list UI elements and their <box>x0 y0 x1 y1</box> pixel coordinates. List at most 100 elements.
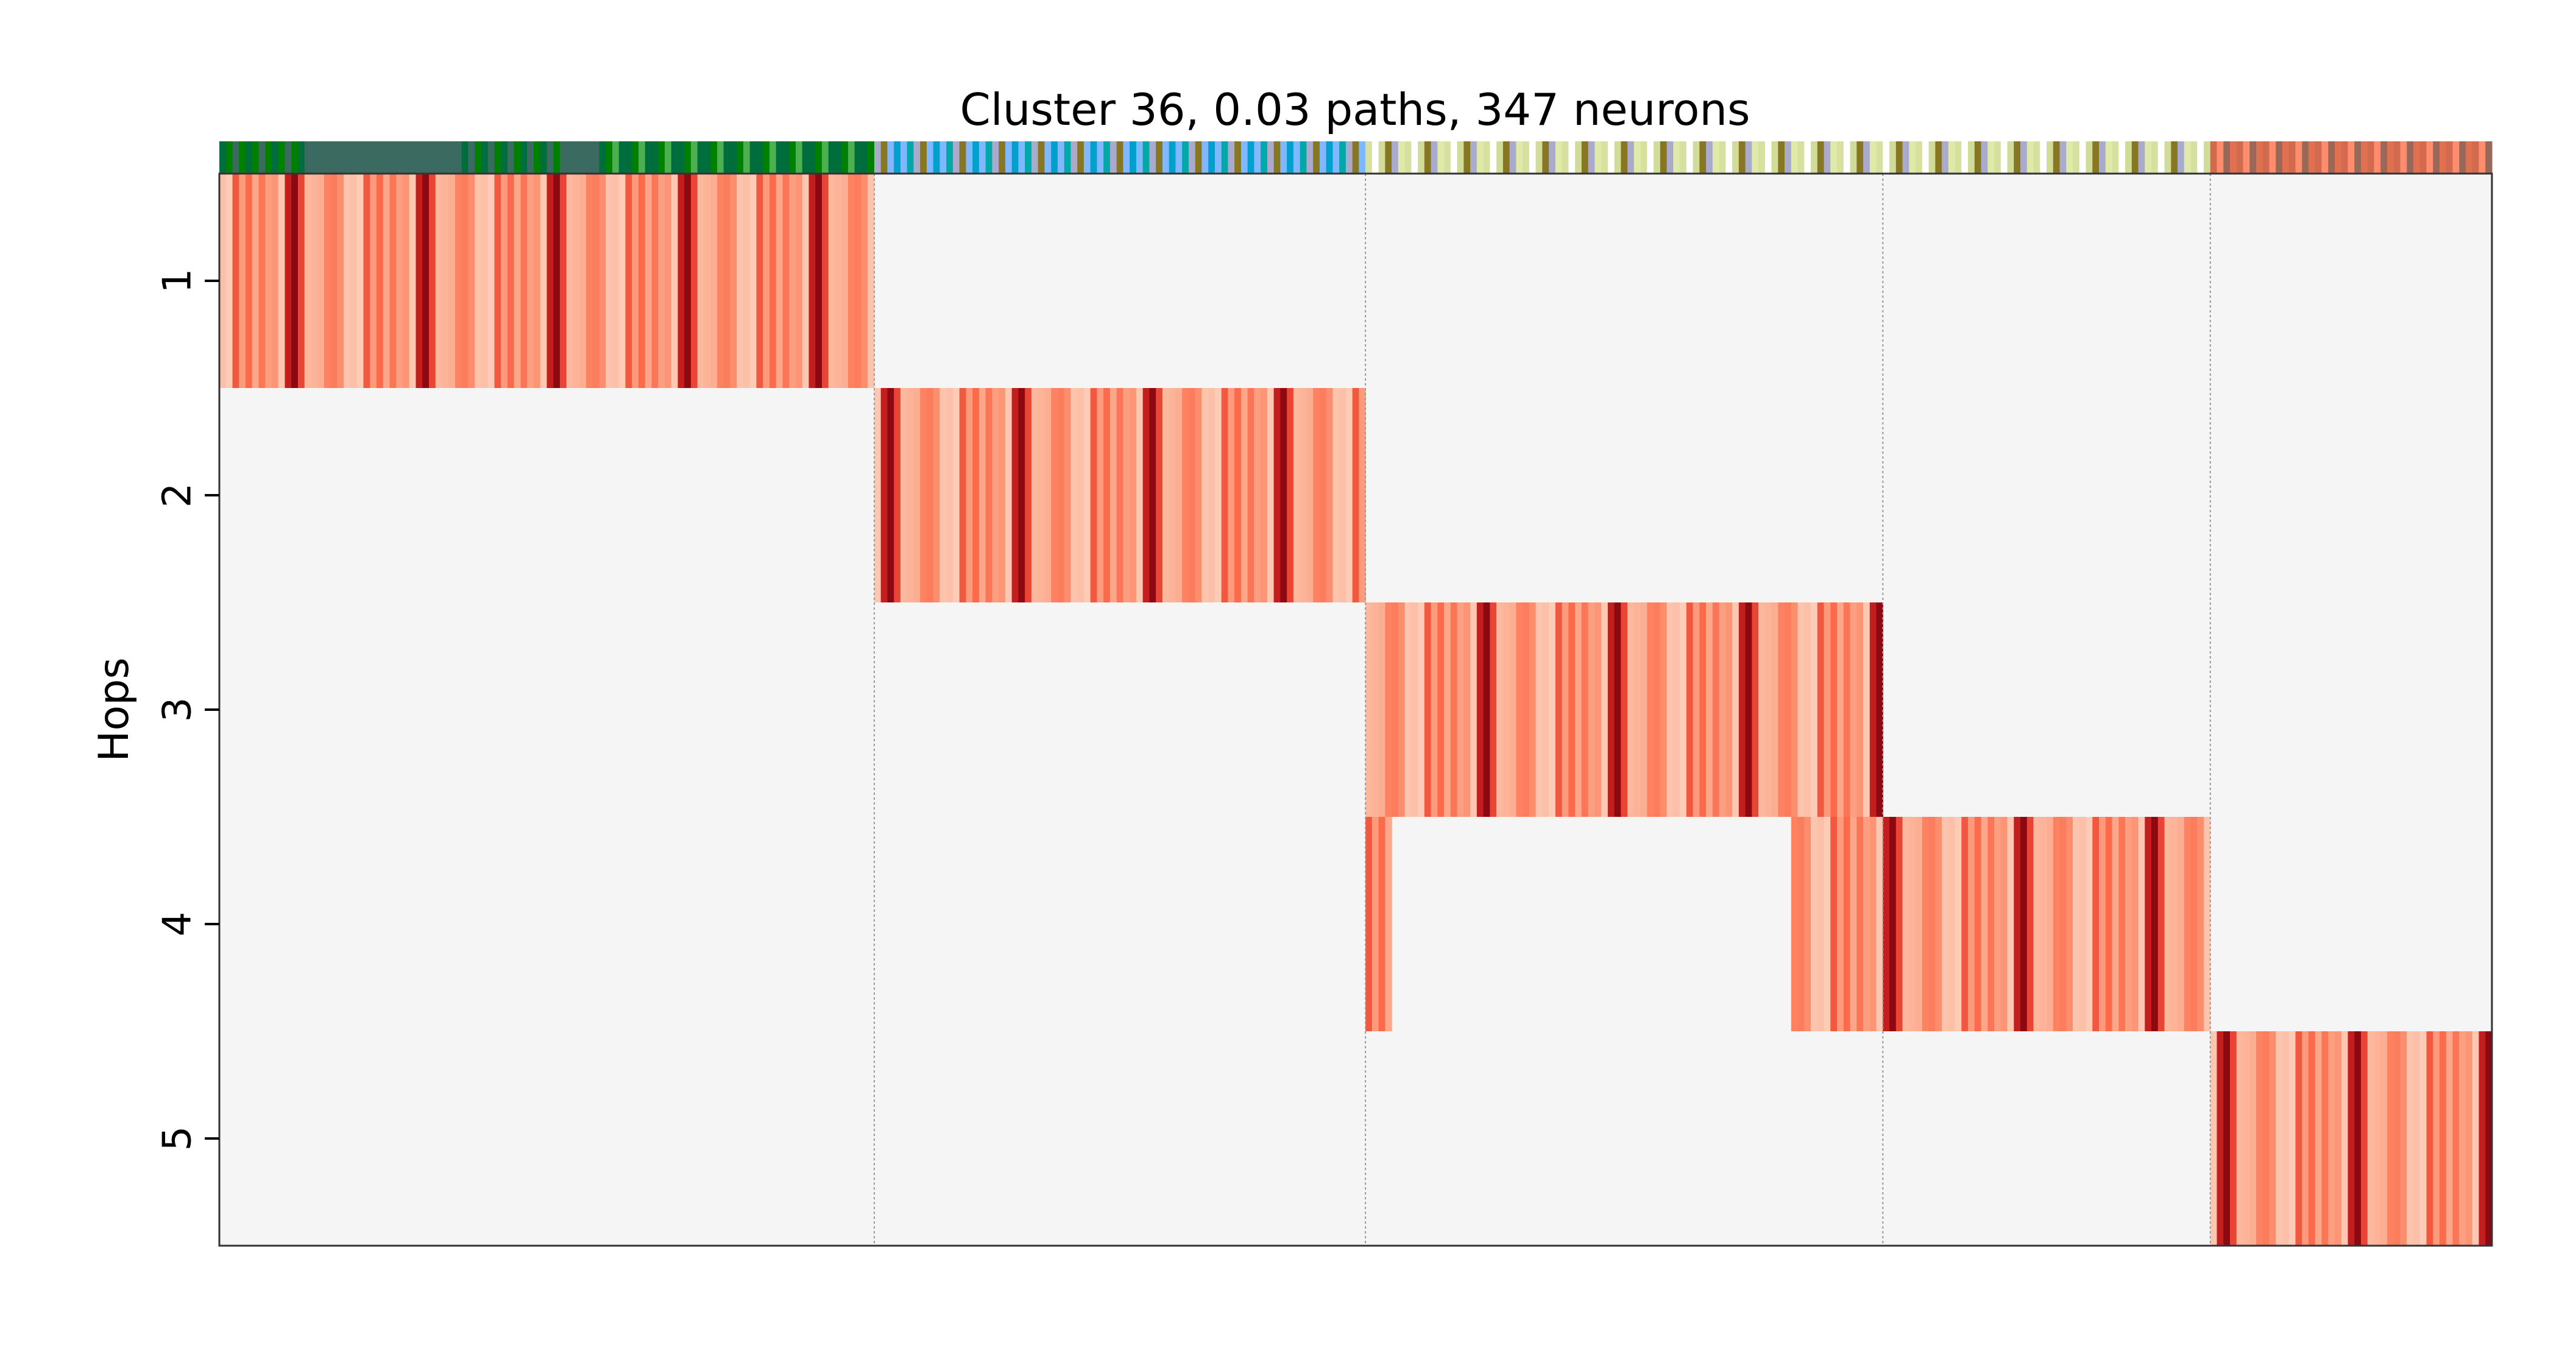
heatmap-cell <box>1057 388 1065 602</box>
type-bar-cell <box>350 141 358 174</box>
heatmap-cell <box>1169 388 1176 602</box>
heatmap-cell <box>1424 602 1432 817</box>
type-bar-cell <box>1633 141 1641 174</box>
heatmap-cell <box>1791 602 1799 817</box>
type-bar-cell <box>370 141 377 174</box>
type-bar-cell <box>2118 141 2126 174</box>
heatmap-cell <box>2380 1031 2388 1246</box>
type-bar-cell <box>2302 141 2309 174</box>
type-bar-cell <box>2184 141 2192 174</box>
type-bar-cell <box>285 141 292 174</box>
heatmap-cell <box>265 174 272 388</box>
heatmap-cell <box>1817 602 1825 817</box>
heatmap-cell <box>2335 1031 2342 1246</box>
type-bar-cell <box>468 141 475 174</box>
heatmap-cell <box>1817 817 1825 1031</box>
heatmap-cell <box>854 174 862 388</box>
heatmap-cell <box>1371 817 1379 1031</box>
type-bar-cell <box>2407 141 2414 174</box>
type-bar-cell <box>1686 141 1694 174</box>
heatmap-cell <box>1883 817 1890 1031</box>
heatmap-cell <box>1529 602 1537 817</box>
type-bar-cell <box>265 141 272 174</box>
heatmap-cell <box>1843 817 1851 1031</box>
type-bar-cell <box>1916 141 1923 174</box>
type-bar-cell <box>1352 141 1359 174</box>
heatmap-cell <box>2125 817 2132 1031</box>
heatmap-cell <box>1240 388 1248 602</box>
heatmap-cell <box>2302 1031 2309 1246</box>
type-bar-cell <box>2262 141 2270 174</box>
type-bar-cell <box>246 141 253 174</box>
heatmap-cell <box>1764 602 1772 817</box>
type-bar-cell <box>1994 141 2001 174</box>
heatmap-cell <box>442 174 449 388</box>
heatmap-cell <box>763 174 770 388</box>
heatmap-cell <box>2295 1031 2302 1246</box>
type-bar-cell <box>1771 141 1778 174</box>
heatmap-cell <box>946 388 954 602</box>
heatmap-cell <box>1791 817 1799 1031</box>
heatmap-cell <box>2243 1031 2250 1246</box>
type-bar-cell <box>1778 141 1785 174</box>
heatmap-cell <box>1149 388 1156 602</box>
heatmap-cell <box>1509 602 1516 817</box>
type-bar-cell <box>1968 141 1975 174</box>
heatmap-cell <box>376 174 384 388</box>
type-bar-cell <box>1529 141 1537 174</box>
heatmap-cell <box>1214 388 1222 602</box>
heatmap-cell <box>1392 602 1399 817</box>
type-bar-cell <box>2433 141 2440 174</box>
type-bar-cell <box>1666 141 1674 174</box>
type-bar-cell <box>1470 141 1477 174</box>
type-bar-cell <box>632 141 639 174</box>
type-bar-cell <box>1581 141 1589 174</box>
heatmap-cell <box>1680 602 1687 817</box>
type-bar-cell <box>356 141 364 174</box>
heatmap-cell <box>2020 817 2028 1031</box>
type-bar-cell <box>232 141 239 174</box>
heatmap-cell <box>880 388 888 602</box>
type-bar-cell <box>1208 141 1215 174</box>
heatmap-cell <box>2000 817 2008 1031</box>
type-bar-cell <box>1267 141 1275 174</box>
heatmap-cell <box>1660 602 1668 817</box>
type-bar-cell <box>1090 141 1097 174</box>
type-bar-cell <box>2138 141 2145 174</box>
type-bar-cell <box>939 141 947 174</box>
type-bar-cell <box>1109 141 1117 174</box>
heatmap-cell <box>978 388 986 602</box>
type-bar-cell <box>1149 141 1156 174</box>
type-bar-cell <box>1654 141 1661 174</box>
heatmap-cell <box>1018 388 1025 602</box>
heatmap-cell <box>1352 388 1359 602</box>
type-bar-cell <box>1431 141 1438 174</box>
heatmap-cell <box>1778 602 1785 817</box>
type-bar-cell <box>1562 141 1569 174</box>
heatmap-cell <box>737 174 744 388</box>
heatmap-cell <box>1109 388 1117 602</box>
type-bar-cell <box>2485 141 2493 174</box>
heatmap-cell <box>1811 817 1818 1031</box>
heatmap-cell <box>1516 602 1523 817</box>
type-bar-cell <box>1889 141 1897 174</box>
heatmap-cell <box>1247 388 1254 602</box>
heatmap-cell <box>1496 602 1504 817</box>
heatmap-cell <box>1666 602 1674 817</box>
heatmap-cell <box>1699 602 1707 817</box>
type-bar-cell <box>1902 141 1909 174</box>
type-bar-cell <box>494 141 501 174</box>
type-bar-cell <box>1764 141 1772 174</box>
type-bar-cell <box>2288 141 2296 174</box>
heatmap-cell <box>2066 817 2073 1031</box>
heatmap-cell <box>2138 817 2145 1031</box>
type-bar-cell <box>1588 141 1595 174</box>
type-bar-cell <box>2190 141 2198 174</box>
heatmap-cell <box>985 388 993 602</box>
type-bar-cell <box>1856 141 1864 174</box>
type-bar-cell <box>1706 141 1713 174</box>
type-bar-cell <box>1306 141 1314 174</box>
heatmap-cell <box>1038 388 1046 602</box>
type-bar-cell <box>1365 141 1373 174</box>
heatmap-cell <box>1175 388 1183 602</box>
